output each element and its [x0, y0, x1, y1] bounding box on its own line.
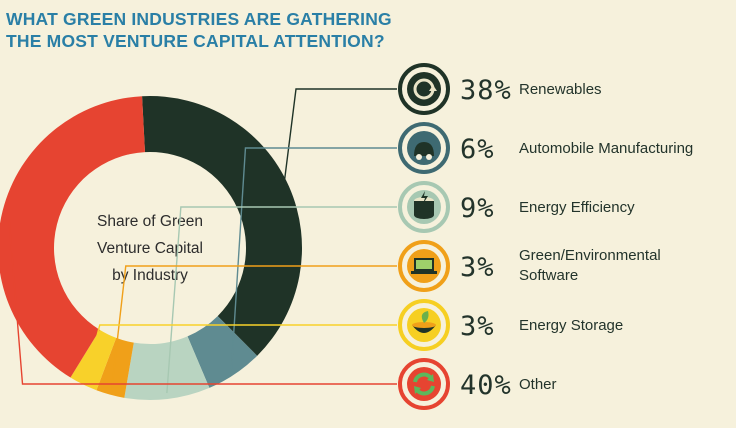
legend-label-automobile-manufacturing: Automobile Manufacturing	[519, 140, 693, 157]
leader-line-energy-efficiency	[166, 206, 397, 394]
slice-automobile-manufacturing	[187, 316, 258, 388]
legend-label-green-environmental-software: Green/Environmental	[519, 247, 661, 264]
slice-energy-storage	[70, 329, 117, 391]
leader-line-renewables	[282, 88, 397, 189]
leader-line-other	[7, 211, 397, 385]
center-label: Share of Green Venture Capital by Industry	[97, 213, 203, 284]
slice-green-environmental-software	[96, 337, 134, 398]
legend-label-energy-efficiency: Energy Efficiency	[519, 199, 635, 216]
storage-bowl-icon	[398, 299, 450, 351]
center-label-line: Share of Green	[97, 213, 203, 230]
leader-line-energy-storage	[85, 324, 397, 380]
legend-value-automobile-manufacturing: 6%	[460, 134, 495, 165]
slice-renewables	[142, 96, 303, 356]
legend-label-other: Other	[519, 376, 557, 393]
legend-label-green-environmental-software: Software	[519, 267, 578, 284]
leader-line-green-environmental-software	[111, 265, 397, 389]
legend-value-green-environmental-software: 3%	[460, 252, 495, 283]
laptop-icon	[398, 240, 450, 292]
legend-label-renewables: Renewables	[519, 81, 602, 98]
battery-bolt-icon	[398, 181, 450, 233]
car-plug-icon	[398, 122, 450, 174]
title-line-1: WHAT GREEN INDUSTRIES ARE GATHERING	[6, 9, 392, 29]
recycle-icon	[398, 63, 450, 115]
leader-line-automobile-manufacturing	[230, 147, 397, 370]
legend-value-other: 40%	[460, 370, 512, 401]
page-title: WHAT GREEN INDUSTRIES ARE GATHERING THE …	[6, 8, 392, 52]
title-line-2: THE MOST VENTURE CAPITAL ATTENTION?	[6, 31, 385, 51]
center-label-line: by Industry	[112, 267, 188, 284]
center-label-line: Venture Capital	[97, 240, 203, 257]
slice-other	[0, 96, 145, 378]
legend-value-energy-storage: 3%	[460, 311, 495, 342]
legend-value-renewables: 38%	[460, 75, 512, 106]
refresh-arrows-icon	[398, 358, 450, 410]
legend-value-energy-efficiency: 9%	[460, 193, 495, 224]
legend-label-energy-storage: Energy Storage	[519, 317, 623, 334]
